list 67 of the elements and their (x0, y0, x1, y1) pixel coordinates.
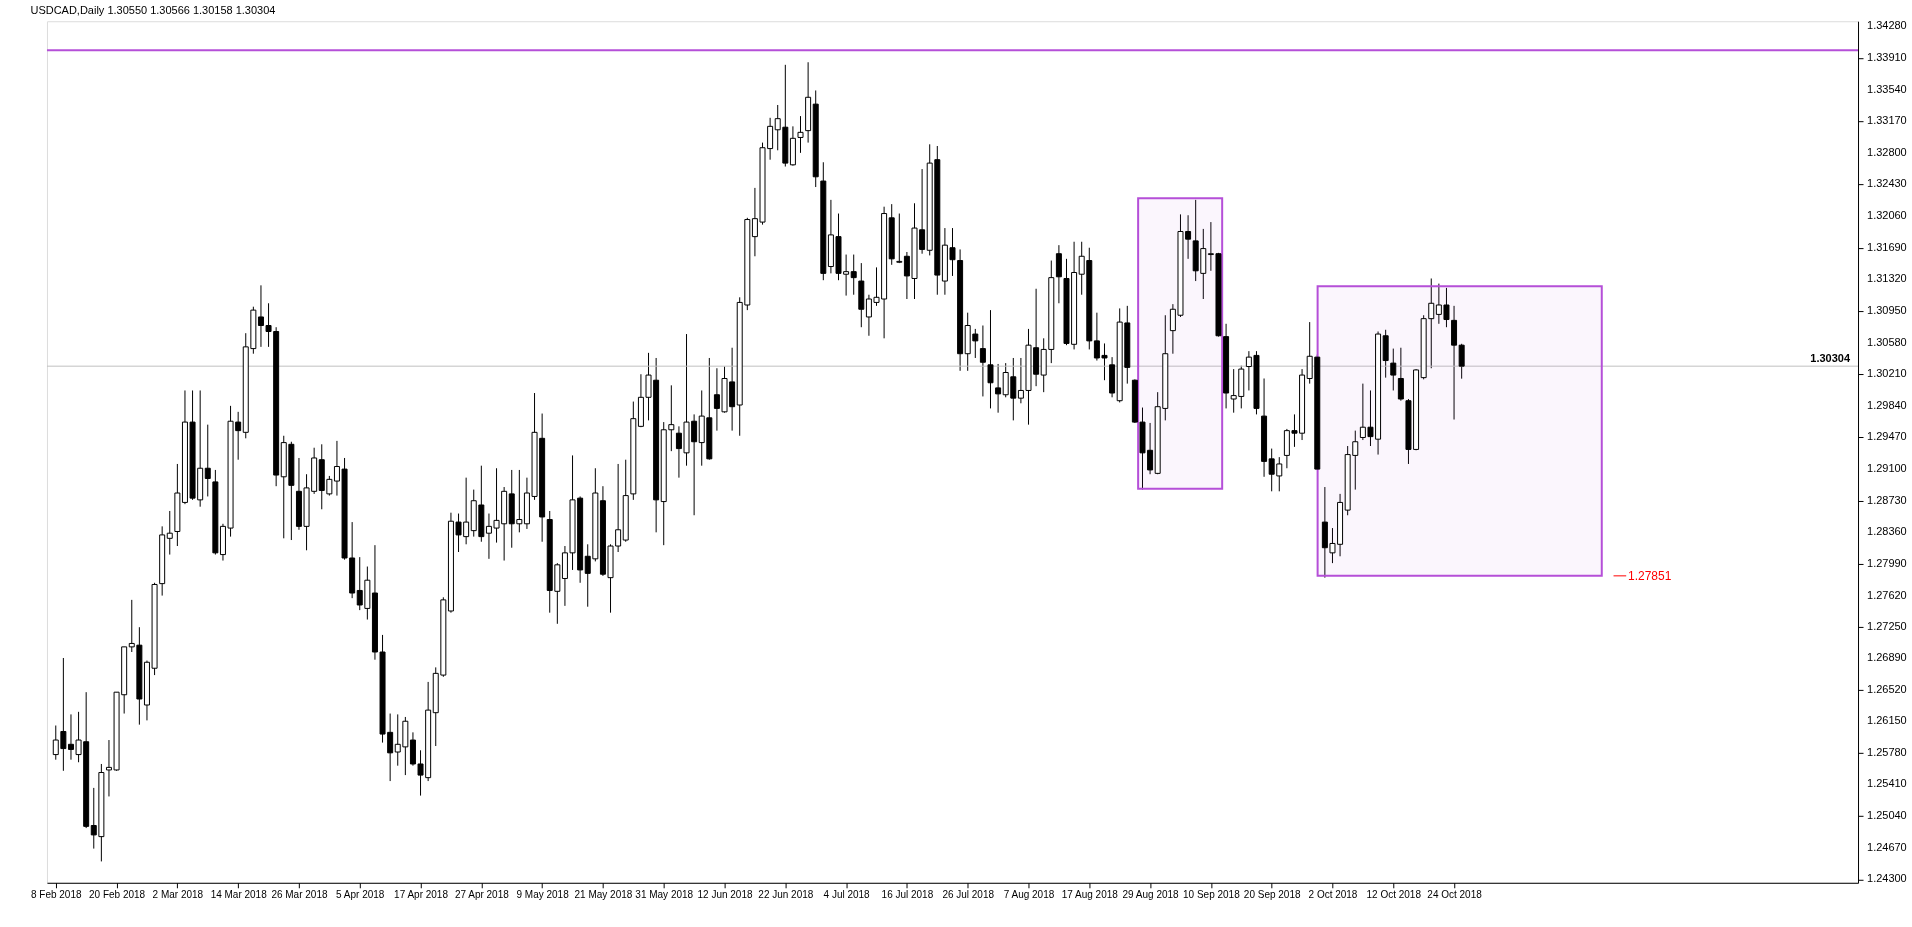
candlestick (896, 213, 903, 264)
annotation: 1.27851 (1628, 568, 1672, 583)
y-tick-label: 1.33170 (1867, 114, 1907, 127)
y-tick-label: 1.27250 (1867, 620, 1907, 633)
x-tick-label: 14 Mar 2018 (210, 889, 268, 901)
y-tick-label: 1.29100 (1867, 462, 1907, 475)
x-tick-label: 21 May 2018 (574, 889, 633, 901)
x-tick-label: 12 Jun 2018 (697, 889, 753, 901)
x-tick-label: 22 Jun 2018 (758, 889, 814, 901)
y-tick-label: 1.33910 (1867, 50, 1907, 63)
y-tick-label: 1.27620 (1867, 588, 1907, 601)
ref-line-label: 1.30304 (1810, 352, 1851, 365)
x-tick-label: 26 Jul 2018 (942, 889, 995, 901)
y-tick-label: 1.26150 (1867, 714, 1907, 727)
y-tick-label: 1.31690 (1867, 240, 1907, 253)
x-tick-label: 16 Jul 2018 (881, 889, 934, 901)
y-tick-label: 1.32060 (1867, 209, 1907, 222)
x-tick-label: 17 Apr 2018 (394, 889, 449, 901)
y-tick-label: 1.24670 (1867, 840, 1907, 853)
y-tick-label: 1.25410 (1867, 777, 1907, 790)
x-tick-label: 17 Aug 2018 (1061, 889, 1119, 901)
y-tick-label: 1.25780 (1867, 745, 1907, 758)
x-tick-label: 5 Apr 2018 (336, 889, 385, 901)
candlestick (797, 115, 804, 154)
y-tick-label: 1.33540 (1867, 82, 1907, 95)
x-tick-label: 20 Sep 2018 (1243, 889, 1301, 901)
y-tick-label: 1.24300 (1867, 872, 1907, 885)
candlestick (979, 325, 986, 397)
y-tick-label: 1.32430 (1867, 177, 1907, 190)
y-tick-label: 1.30950 (1867, 303, 1907, 316)
candlestick (1390, 348, 1397, 391)
y-tick-label: 1.29840 (1867, 398, 1907, 411)
chart-title: USDCAD,Daily 1.30550 1.30566 1.30158 1.30304 (30, 4, 276, 17)
x-tick-label: 31 May 2018 (635, 889, 694, 901)
candlestick (850, 254, 857, 296)
y-tick-label: 1.30580 (1867, 335, 1907, 348)
candlestick (204, 424, 211, 497)
candlestick (166, 510, 173, 556)
x-tick-label: 2 Oct 2018 (1308, 889, 1358, 901)
y-tick-label: 1.32800 (1867, 145, 1907, 158)
y-tick-label: 1.26520 (1867, 682, 1907, 695)
y-tick-label: 1.34280 (1867, 19, 1907, 32)
x-tick-label: 9 May 2018 (516, 889, 570, 901)
x-tick-label: 4 Jul 2018 (823, 889, 871, 901)
y-tick-label: 1.27990 (1867, 556, 1907, 569)
y-tick-label: 1.31320 (1867, 272, 1907, 285)
x-tick-label: 29 Aug 2018 (1122, 889, 1180, 901)
x-tick-label: 10 Sep 2018 (1183, 889, 1241, 901)
x-tick-label: 8 Feb 2018 (31, 889, 82, 901)
candlestick (1055, 244, 1062, 304)
x-tick-label: 27 Apr 2018 (454, 889, 510, 901)
y-tick-label: 1.29470 (1867, 430, 1907, 443)
y-tick-label: 1.28360 (1867, 525, 1907, 538)
candlestick (1397, 347, 1404, 402)
y-tick-label: 1.28730 (1867, 493, 1907, 506)
y-tick-label: 1.26890 (1867, 650, 1907, 663)
y-tick-label: 1.30210 (1867, 367, 1907, 380)
x-tick-label: 20 Feb 2018 (89, 889, 146, 901)
candlestick (987, 309, 994, 409)
candlestick (995, 363, 1002, 414)
candlestick (1458, 343, 1465, 380)
y-tick-label: 1.25040 (1867, 809, 1907, 822)
x-tick-label: 7 Aug 2018 (1003, 889, 1055, 901)
x-tick-label: 2 Mar 2018 (152, 889, 204, 901)
x-tick-label: 12 Oct 2018 (1366, 889, 1422, 901)
x-tick-label: 26 Mar 2018 (271, 889, 328, 901)
x-tick-label: 24 Oct 2018 (1427, 889, 1483, 901)
